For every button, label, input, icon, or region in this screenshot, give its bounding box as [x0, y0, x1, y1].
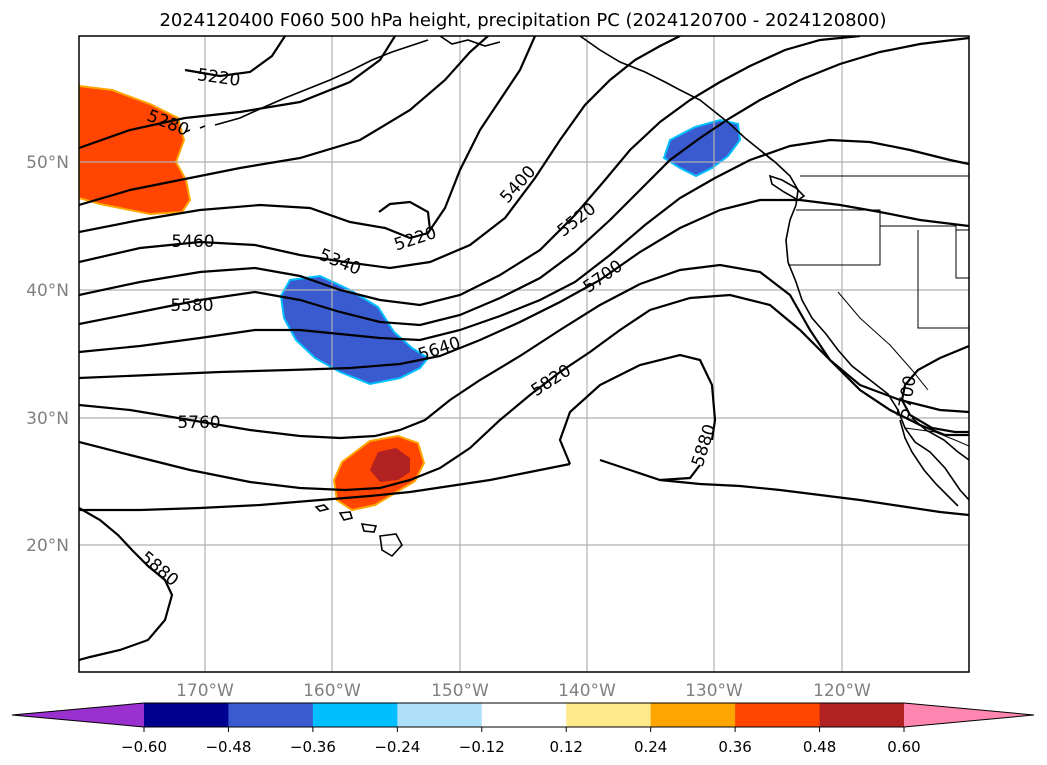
colorbar-tick-label: 0.36 [718, 738, 751, 756]
colorbar-block [819, 703, 905, 727]
colorbar-block [397, 703, 483, 727]
hawaiian-islands [314, 504, 403, 558]
anomaly-patch-northwest [79, 84, 192, 216]
lat-label: 40°N [26, 281, 69, 301]
colorbar-ticks: −0.60 −0.48 −0.36 −0.24 −0.12 0.12 0.24 0.36 0.4… [121, 727, 921, 756]
latitude-labels: 50°N 40°N 30°N 20°N [26, 153, 69, 556]
contour-label: 5460 [171, 232, 214, 252]
contour-label: 5760 [177, 413, 220, 433]
colorbar-extend-high [904, 703, 1034, 727]
aleutian-islands [184, 39, 429, 133]
lon-label: 120°W [813, 681, 871, 701]
colorbar-blocks [12, 703, 1034, 727]
lat-label: 50°N [26, 153, 69, 173]
lon-label: 130°W [685, 681, 743, 701]
colorbar-block [481, 703, 567, 727]
lon-label: 160°W [303, 681, 361, 701]
colorbar-tick-label: −0.60 [121, 738, 167, 756]
west-coast-north-america [785, 204, 969, 501]
colorbar-tick-label: 0.48 [803, 738, 836, 756]
longitude-labels: 170°W 160°W 150°W 140°W 130°W 120°W [176, 681, 871, 701]
colorbar-tick-label: −0.48 [205, 738, 251, 756]
figure-title: 2024120400 F060 500 hPa height, precipit… [159, 10, 886, 31]
colorbar-block [735, 703, 821, 727]
colorbar-tick-label: −0.36 [290, 738, 336, 756]
lon-label: 140°W [558, 681, 616, 701]
contour-label: 5580 [170, 296, 213, 316]
lon-label: 170°W [176, 681, 234, 701]
colorbar-tick-label: 0.60 [887, 738, 920, 756]
colorbar-extend-low [12, 703, 144, 727]
lat-label: 30°N [26, 409, 69, 429]
southeast-alaska-bc [759, 149, 799, 206]
colorbar-block [650, 703, 736, 727]
height-contours [79, 36, 969, 662]
colorbar-block [312, 703, 398, 727]
vancouver-island [768, 174, 806, 201]
colorbar: −0.60 −0.48 −0.36 −0.24 −0.12 0.12 0.24 0.36 0.4… [11, 702, 1035, 756]
colorbar-tick-label: 0.12 [550, 738, 583, 756]
colorbar-block [566, 703, 652, 727]
map-frame [78, 35, 970, 673]
coastlines [184, 36, 969, 558]
alaska-coast [439, 36, 773, 161]
map-area: 5220 5280 5460 5580 5760 5880 5340 5220 … [79, 36, 969, 672]
colorbar-tick-label: 0.24 [634, 738, 667, 756]
colorbar-block [144, 703, 229, 727]
lon-label: 150°W [431, 681, 489, 701]
anomaly-core-hawaii [370, 448, 410, 482]
precip-anomaly-fills [79, 84, 742, 512]
lat-label: 20°N [26, 536, 69, 556]
colorbar-tick-label: −0.24 [374, 738, 420, 756]
colorbar-block [228, 703, 314, 727]
colorbar-tick-label: −0.12 [459, 738, 505, 756]
